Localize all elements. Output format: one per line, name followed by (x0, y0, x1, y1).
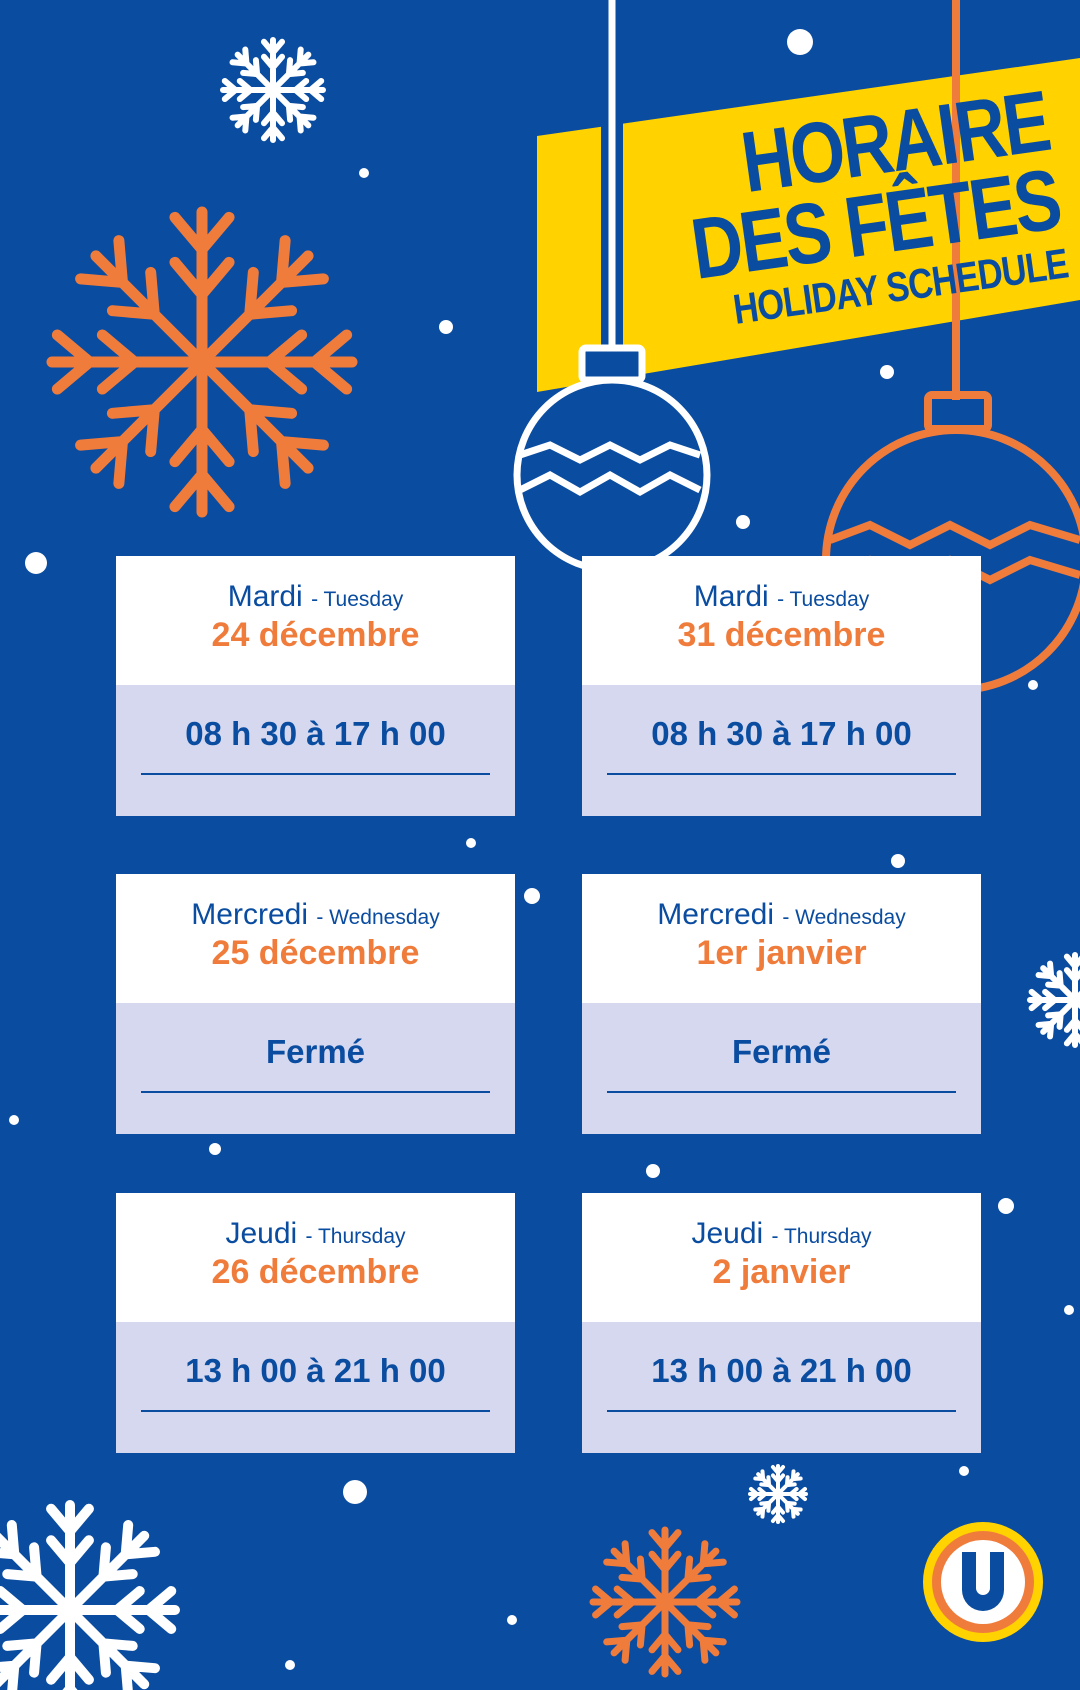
snow-dot (1064, 1305, 1074, 1315)
snowflake-icon (220, 37, 326, 143)
day-fr: Jeudi (225, 1217, 298, 1250)
snowflake-icon (0, 1500, 180, 1690)
date: 24 décembre (211, 616, 420, 654)
snowflake-icon (589, 1526, 741, 1678)
snow-dot (891, 854, 905, 868)
hours: 13 h 00 à 21 h 00 (651, 1352, 912, 1389)
hours: 08 h 30 à 17 h 00 (651, 715, 912, 752)
snow-dot (343, 1480, 367, 1504)
divider (141, 1410, 490, 1412)
divider (607, 1410, 956, 1412)
divider (141, 1091, 490, 1093)
snow-dot (25, 552, 47, 574)
schedule-card: Mercredi - Wednesday 1er janvier Fermé (582, 874, 981, 1134)
schedule-card: Jeudi - Thursday 26 décembre 13 h 00 à 2… (116, 1193, 515, 1453)
hours: Fermé (731, 1033, 832, 1070)
u-logo-icon (923, 1522, 1043, 1642)
snowflake-icon (748, 1464, 808, 1524)
title-banner (537, 58, 1080, 392)
day-fr: Mardi (693, 580, 769, 613)
snow-dot (787, 29, 813, 55)
snow-dot (439, 320, 453, 334)
date: 31 décembre (677, 616, 886, 654)
day-en: - Tuesday (311, 588, 404, 611)
day-en: - Tuesday (777, 588, 870, 611)
snow-dot (880, 365, 894, 379)
schedule-card: Mardi - Tuesday 24 décembre 08 h 30 à 17… (116, 556, 515, 816)
schedule-card: Mardi - Tuesday 31 décembre 08 h 30 à 17… (582, 556, 981, 816)
day-fr: Jeudi (691, 1217, 764, 1250)
snow-dot (507, 1615, 517, 1625)
snow-dot (646, 1164, 660, 1178)
date: 2 janvier (712, 1253, 851, 1291)
snow-dot (9, 1115, 19, 1125)
divider (141, 773, 490, 775)
day-fr: Mardi (227, 580, 303, 613)
day-fr: Mercredi (191, 898, 308, 931)
snow-dot (524, 888, 540, 904)
snow-dot (998, 1198, 1014, 1214)
snow-dot (466, 838, 476, 848)
snowflake-icon (46, 206, 358, 518)
day-en: - Wednesday (782, 906, 906, 929)
hours: 13 h 00 à 21 h 00 (185, 1352, 446, 1389)
day-en: - Thursday (305, 1225, 406, 1248)
snow-dot (959, 1466, 969, 1476)
hours: Fermé (265, 1033, 366, 1070)
day-en: - Thursday (771, 1225, 872, 1248)
date: 1er janvier (696, 934, 867, 972)
divider (607, 1091, 956, 1093)
snowflake-icon (1027, 952, 1080, 1048)
day-fr: Mercredi (657, 898, 774, 931)
snow-dot (209, 1143, 221, 1155)
white-ornament-icon (513, 344, 711, 574)
divider (607, 773, 956, 775)
date: 25 décembre (211, 934, 420, 972)
hours: 08 h 30 à 17 h 00 (185, 715, 446, 752)
snow-dot (359, 168, 369, 178)
snow-dot (1028, 680, 1038, 690)
snow-dot (736, 515, 750, 529)
snow-dot (285, 1660, 295, 1670)
schedule-card: Jeudi - Thursday 2 janvier 13 h 00 à 21 … (582, 1193, 981, 1453)
day-en: - Wednesday (316, 906, 440, 929)
schedule-card: Mercredi - Wednesday 25 décembre Fermé (116, 874, 515, 1134)
date: 26 décembre (211, 1253, 420, 1291)
